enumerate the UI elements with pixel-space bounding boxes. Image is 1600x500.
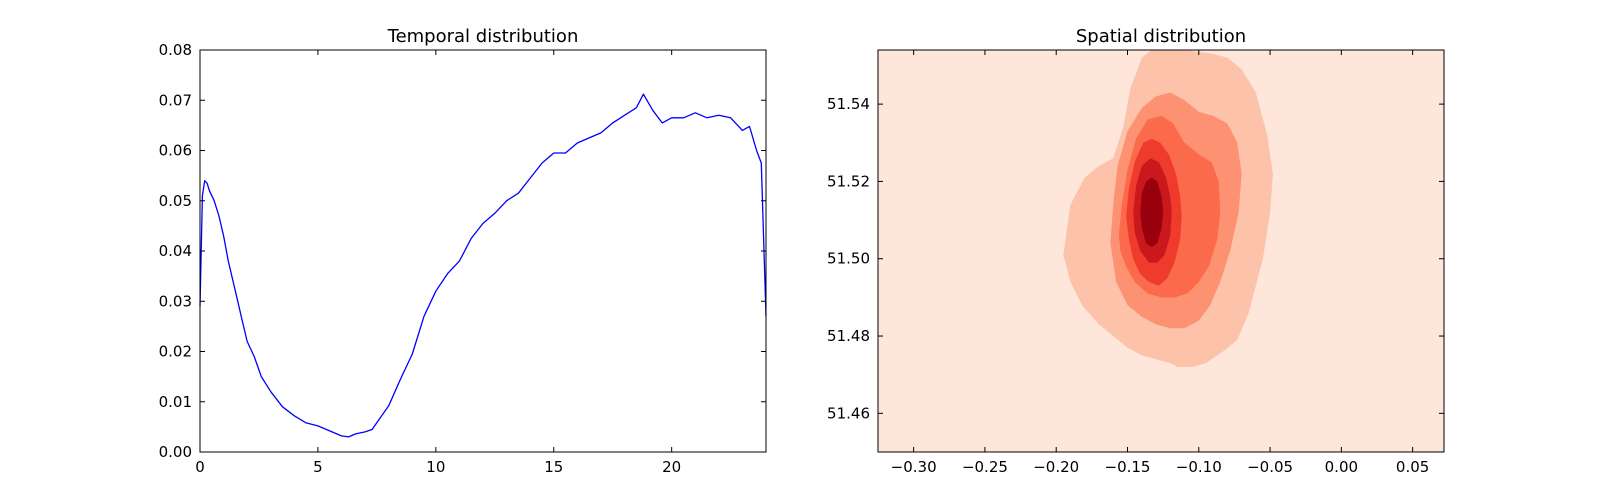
y-tick-label: 51.46 [827,404,870,422]
x-tick-label: 20 [662,458,681,476]
y-tick-label: 0.01 [159,393,192,411]
y-tick-label: 0.07 [159,91,192,109]
temporal-distribution-chart: 0 5 10 15 20 0.00 0.01 0.02 0.03 0.04 0.05 0.06 0.07… [159,26,767,476]
spatial-distribution-chart: −0.30 −0.25 −0.20 −0.15 −0.10 −0.05 0.00 0.05 51… [827,26,1445,476]
y-tick-label: 0.04 [159,242,192,260]
x-tick-label: 0.05 [1396,458,1429,476]
y-tick-label: 0.00 [159,443,192,461]
x-tick-label: 0.00 [1325,458,1358,476]
x-tick-label: −0.30 [891,458,937,476]
x-tick-label: −0.05 [1247,458,1293,476]
y-tick-label: 51.48 [827,327,870,345]
spatial-chart-title: Spatial distribution [1076,26,1246,47]
temporal-chart-title: Temporal distribution [387,26,579,47]
x-tick-label: −0.15 [1105,458,1151,476]
y-tick-label: 51.50 [827,250,870,268]
spatial-plot-frame [877,49,1445,453]
x-tick-label: 0 [195,458,205,476]
x-tick-label: 10 [426,458,445,476]
y-tick-label: 0.05 [159,192,192,210]
x-tick-label: −0.10 [1176,458,1222,476]
contour-level-6 [1140,177,1164,248]
y-tick-label: 0.02 [159,343,192,361]
y-tick-label: 0.06 [159,142,192,160]
y-tick-label: 0.08 [159,41,192,59]
y-tick-label: 51.54 [827,95,870,113]
x-tick-label: −0.25 [962,458,1008,476]
y-tick-label: 51.52 [827,172,870,190]
y-tick-label: 0.03 [159,292,192,310]
temporal-series-line [199,93,767,438]
temporal-plot-frame [199,49,767,453]
x-tick-label: 5 [313,458,323,476]
x-tick-label: −0.20 [1033,458,1079,476]
x-tick-label: 15 [544,458,563,476]
